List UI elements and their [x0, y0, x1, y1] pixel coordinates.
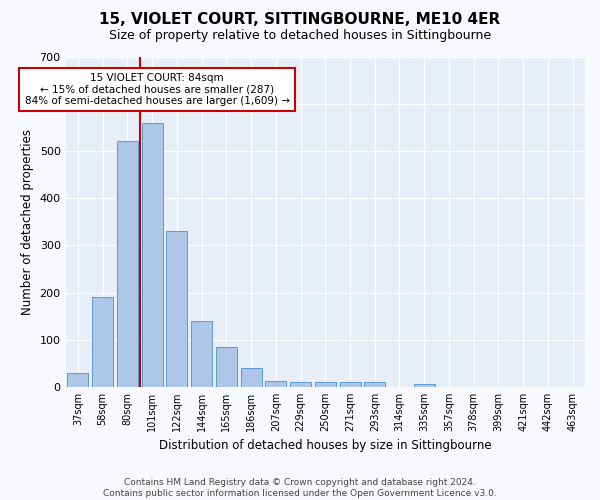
Bar	[364, 382, 385, 387]
Bar	[265, 381, 286, 387]
Text: 15, VIOLET COURT, SITTINGBOURNE, ME10 4ER: 15, VIOLET COURT, SITTINGBOURNE, ME10 4E…	[100, 12, 500, 28]
Bar	[216, 347, 237, 387]
Bar	[117, 142, 138, 387]
Bar	[92, 297, 113, 387]
Bar	[166, 231, 187, 387]
Y-axis label: Number of detached properties: Number of detached properties	[21, 128, 34, 314]
Bar	[241, 368, 262, 387]
Bar	[290, 382, 311, 387]
X-axis label: Distribution of detached houses by size in Sittingbourne: Distribution of detached houses by size …	[159, 440, 491, 452]
Bar	[414, 384, 435, 387]
Text: Contains HM Land Registry data © Crown copyright and database right 2024.
Contai: Contains HM Land Registry data © Crown c…	[103, 478, 497, 498]
Bar	[191, 321, 212, 387]
Bar	[67, 373, 88, 387]
Text: Size of property relative to detached houses in Sittingbourne: Size of property relative to detached ho…	[109, 29, 491, 42]
Bar	[315, 382, 336, 387]
Bar	[142, 122, 163, 387]
Text: 15 VIOLET COURT: 84sqm
← 15% of detached houses are smaller (287)
84% of semi-de: 15 VIOLET COURT: 84sqm ← 15% of detached…	[25, 73, 290, 106]
Bar	[340, 382, 361, 387]
